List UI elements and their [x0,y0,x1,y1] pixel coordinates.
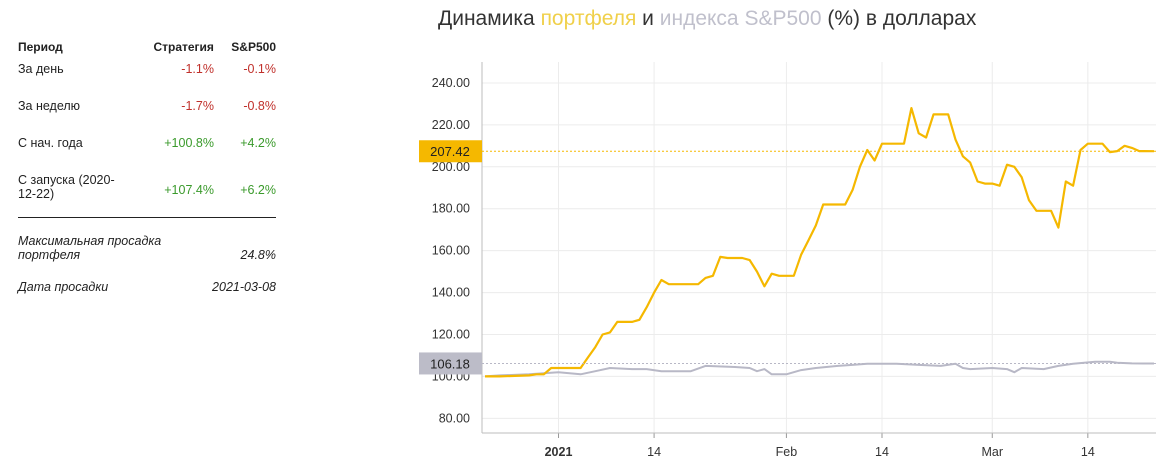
portfolio-series-line [485,107,1155,378]
row-period: С запуска (2020-12-22) [18,173,115,201]
y-tick-label: 200.00 [432,160,470,174]
y-tick-label: 140.00 [432,286,470,300]
y-tick-label: 180.00 [432,202,470,216]
x-tick-label: 14 [875,445,889,459]
drawdown-value: 24.8% [240,248,276,262]
y-tick-label: 160.00 [432,244,470,258]
chart-title: Динамика портфеля и индекса S&P500 (%) в… [438,7,976,31]
stats-header-row: Период Стратегия S&P500 [18,36,276,62]
y-tick-label: 120.00 [432,327,470,341]
y-tick-label: 220.00 [432,118,470,132]
header-strategy: Стратегия [153,40,214,54]
row-strategy: +100.8% [164,136,214,150]
stats-row: За неделю -1.7% -0.8% [18,99,276,136]
row-sp500: -0.1% [243,62,276,76]
row-sp500: -0.8% [243,99,276,113]
stats-row: За день -1.1% -0.1% [18,62,276,99]
drawdown-row: Максимальная просадка портфеля 24.8% [18,234,276,262]
chart-grid [482,62,1156,433]
drawdown-section: Максимальная просадка портфеля 24.8% Дат… [18,234,276,294]
drawdown-date-label: Дата просадки [18,280,109,294]
chart-axes: 80.00100.00120.00140.00160.00180.00200.0… [432,62,1156,459]
index-last-value-tag [419,352,482,375]
drawdown-date-row: Дата просадки 2021-03-08 [18,280,276,294]
y-tick-label: 240.00 [432,76,470,90]
row-strategy: -1.1% [181,62,214,76]
row-strategy: +107.4% [164,183,214,197]
title-part: (%) в долларах [821,7,977,30]
stats-panel: Период Стратегия S&P500 За день -1.1% -0… [18,36,276,294]
title-part: и [636,7,660,30]
x-tick-label: 14 [1081,445,1095,459]
title-portfolio-highlight: портфеля [540,7,637,30]
header-sp500: S&P500 [231,40,276,54]
index-series-line [484,360,1155,378]
row-period: С нач. года [18,136,83,150]
drawdown-date-value: 2021-03-08 [212,280,276,294]
row-period: За день [18,62,64,76]
row-sp500: +4.2% [240,136,276,150]
chart-last-value-tags: 207.42 106.18 [419,140,1156,375]
x-tick-label: 14 [647,445,661,459]
y-tick-label: 80.00 [439,411,470,425]
index-last-value-label: 106.18 [430,356,470,371]
chart-series [484,107,1155,378]
header-period: Период [18,40,63,54]
x-tick-label: Feb [776,445,798,459]
title-part: Динамика [438,7,541,30]
x-tick-label: 2021 [545,445,573,459]
stats-row: С запуска (2020-12-22) +107.4% +6.2% [18,173,276,215]
row-period: За неделю [18,99,81,113]
row-strategy: -1.7% [181,99,214,113]
portfolio-last-value-tag [419,140,482,163]
stats-row: С нач. года +100.8% +4.2% [18,136,276,173]
x-tick-label: Mar [981,445,1003,459]
title-index-highlight: индекса S&P500 [659,7,822,30]
row-sp500: +6.2% [240,183,276,197]
stats-divider [18,217,276,218]
stats-table: Период Стратегия S&P500 За день -1.1% -0… [18,36,276,215]
portfolio-last-value-label: 207.42 [430,144,470,159]
drawdown-label: Максимальная просадка портфеля [18,234,162,262]
